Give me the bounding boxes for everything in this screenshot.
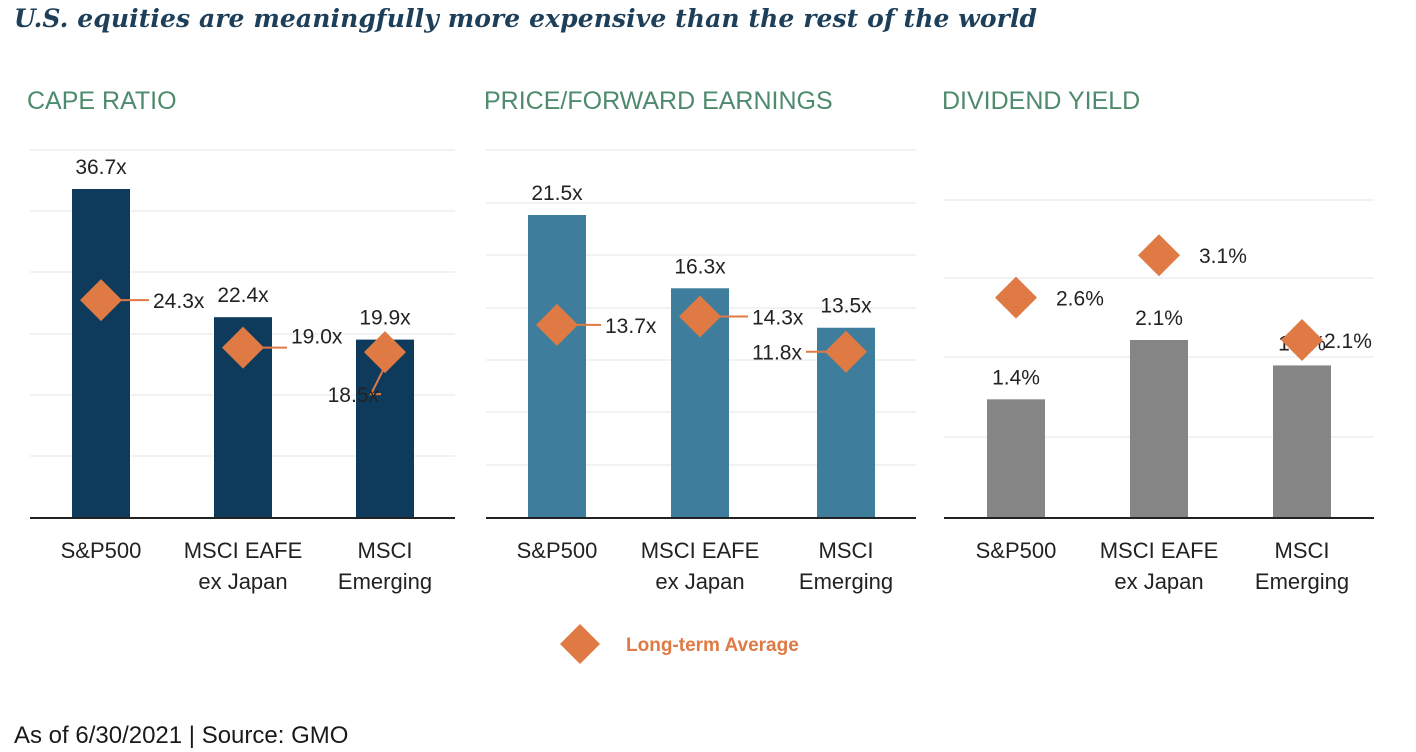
category-label: Emerging <box>1255 569 1349 594</box>
average-marker <box>80 279 122 322</box>
bar-value-label: 2.1% <box>1135 307 1183 330</box>
average-marker <box>222 326 264 369</box>
average-value-label: 18.5x <box>328 384 380 407</box>
legend-label: Long-term Average <box>626 635 799 656</box>
legend-marker <box>560 624 600 664</box>
average-leader-line <box>369 365 386 396</box>
average-value-label: 3.1% <box>1199 245 1247 268</box>
category-label: ex Japan <box>198 569 287 594</box>
panel-title: PRICE/FORWARD EARNINGS <box>484 87 833 115</box>
bar-value-label: 36.7x <box>75 156 127 179</box>
bar <box>72 189 130 518</box>
bar <box>987 399 1045 518</box>
category-label: MSCI EAFE <box>184 538 303 563</box>
average-value-label: 2.6% <box>1056 288 1104 311</box>
headline: U.S. equities are meaningfully more expe… <box>14 4 1038 33</box>
bar-value-label: 13.5x <box>820 295 872 318</box>
average-value-label: 14.3x <box>752 306 804 329</box>
average-marker <box>679 295 721 338</box>
average-value-label: 19.0x <box>291 326 343 349</box>
bar-value-label: 21.5x <box>531 182 583 205</box>
average-value-label: 24.3x <box>153 290 205 313</box>
bar <box>1130 340 1188 518</box>
category-label: MSCI <box>1275 538 1330 563</box>
panel-title: CAPE RATIO <box>27 87 177 115</box>
category-label: ex Japan <box>1114 569 1203 594</box>
category-label: MSCI <box>819 538 874 563</box>
category-label: S&P500 <box>976 538 1057 563</box>
category-label: S&P500 <box>517 538 598 563</box>
bar <box>528 215 586 518</box>
category-label: Emerging <box>338 569 432 594</box>
average-marker <box>1138 234 1180 277</box>
panel-title: DIVIDEND YIELD <box>942 87 1140 115</box>
bar-value-label: 22.4x <box>217 284 269 307</box>
category-label: MSCI EAFE <box>641 538 760 563</box>
average-marker <box>536 303 578 346</box>
average-value-label: 2.1% <box>1324 330 1372 353</box>
category-label: MSCI EAFE <box>1100 538 1219 563</box>
average-marker <box>364 331 406 374</box>
category-label: Emerging <box>799 569 893 594</box>
bar-value-label: 16.3x <box>674 255 726 278</box>
average-marker <box>1281 319 1323 361</box>
average-value-label: 13.7x <box>605 315 657 338</box>
average-value-label: 11.8x <box>752 342 802 365</box>
bar-value-label: 1.4% <box>992 366 1040 389</box>
bar <box>1273 365 1331 518</box>
bar-value-label: 19.9x <box>359 307 411 330</box>
average-marker <box>995 276 1037 319</box>
average-marker <box>825 330 867 373</box>
category-label: ex Japan <box>655 569 744 594</box>
category-label: MSCI <box>358 538 413 563</box>
source-footer: As of 6/30/2021 | Source: GMO <box>14 722 349 749</box>
category-label: S&P500 <box>61 538 142 563</box>
